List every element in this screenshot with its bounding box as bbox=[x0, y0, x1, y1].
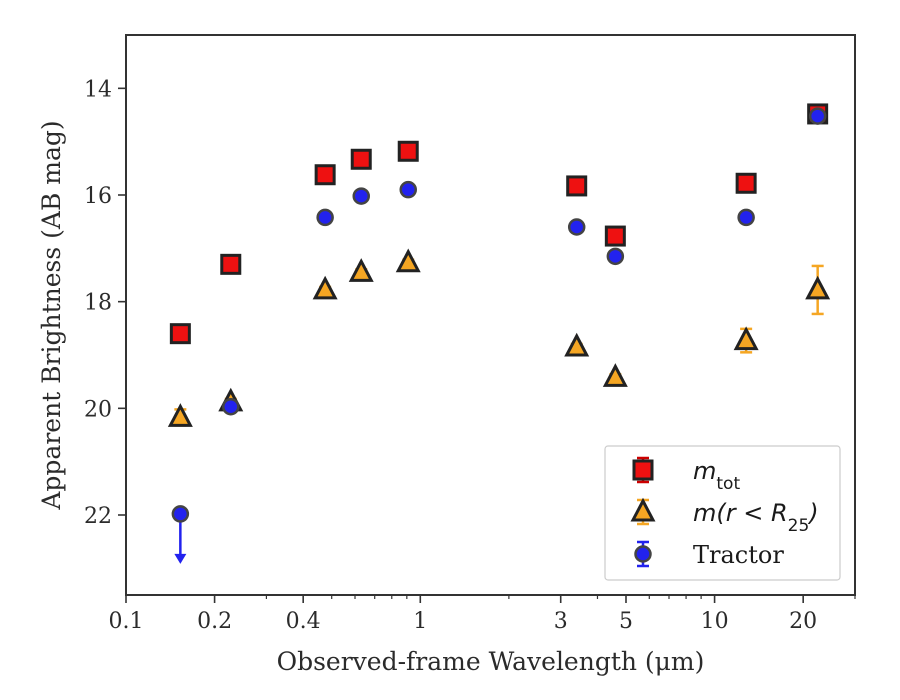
m-tot-point-4 bbox=[397, 140, 419, 162]
m-r-r25-point-8 bbox=[805, 275, 831, 300]
tractor-point-5 bbox=[567, 218, 586, 236]
x-axis-label: Observed-frame Wavelength (μm) bbox=[277, 647, 705, 676]
legend-label-2: Tractor bbox=[693, 541, 784, 569]
x-tick-label-4: 3 bbox=[554, 609, 568, 634]
y-tick-label-3: 20 bbox=[84, 397, 112, 422]
y-axis-label: Apparent Brightness (AB mag) bbox=[37, 120, 66, 510]
tractor-point-8 bbox=[808, 107, 827, 125]
legend-box bbox=[604, 445, 841, 581]
plot-frame bbox=[125, 34, 856, 596]
m-r-r25-point-6 bbox=[602, 363, 628, 387]
tractor-point-3 bbox=[352, 187, 370, 205]
y-tick-label-2: 18 bbox=[84, 291, 112, 316]
m-r-r25-point-7 bbox=[733, 326, 759, 351]
tractor-point-4 bbox=[399, 180, 417, 199]
y-tick-label-1: 16 bbox=[84, 184, 112, 209]
tractor-upper-limit-head-0 bbox=[174, 553, 187, 564]
tractor-point-0 bbox=[171, 505, 190, 523]
m-r-r25-point-5 bbox=[564, 332, 590, 357]
data-markers bbox=[167, 103, 831, 523]
x-tick-label-6: 10 bbox=[701, 609, 729, 634]
legend-marker-2 bbox=[634, 545, 652, 563]
m-tot-point-3 bbox=[350, 148, 372, 170]
x-tick-label-0: 0.1 bbox=[109, 609, 144, 634]
m-tot-point-0 bbox=[169, 323, 191, 345]
m-tot-point-1 bbox=[220, 253, 242, 275]
m-tot-point-7 bbox=[735, 172, 757, 194]
legend-label-1: m(r < R25) bbox=[693, 499, 819, 536]
tractor-point-2 bbox=[316, 208, 334, 227]
legend-marker-0 bbox=[632, 459, 654, 481]
tractor-point-7 bbox=[737, 208, 755, 227]
x-tick-label-7: 20 bbox=[789, 609, 817, 634]
x-tick-label-5: 5 bbox=[619, 609, 633, 634]
x-tick-label-3: 1 bbox=[413, 609, 427, 634]
legend-label-0: mtot bbox=[693, 457, 740, 494]
legend: mtot m(r < R25) Tractor bbox=[604, 445, 841, 581]
m-r-r25-point-2 bbox=[312, 275, 338, 300]
y-tick-label-4: 22 bbox=[84, 504, 112, 529]
ticks: 0.1 0.2 0.4 1 3 5 10 20 14 16 18 20 22 bbox=[84, 77, 856, 634]
m-tot-point-2 bbox=[314, 164, 336, 186]
m-r-r25-point-3 bbox=[348, 258, 374, 282]
tractor-point-1 bbox=[222, 397, 240, 416]
legend-marker-1 bbox=[630, 497, 656, 522]
m-tot-point-6 bbox=[604, 225, 626, 247]
m-tot-point-5 bbox=[566, 175, 588, 197]
x-tick-label-2: 0.4 bbox=[286, 609, 321, 634]
tractor-point-6 bbox=[606, 247, 625, 266]
x-tick-label-1: 0.2 bbox=[197, 609, 232, 634]
m-r-r25-point-4 bbox=[395, 248, 421, 273]
m-r-r25-point-0 bbox=[167, 403, 193, 427]
y-tick-label-0: 14 bbox=[84, 77, 112, 102]
